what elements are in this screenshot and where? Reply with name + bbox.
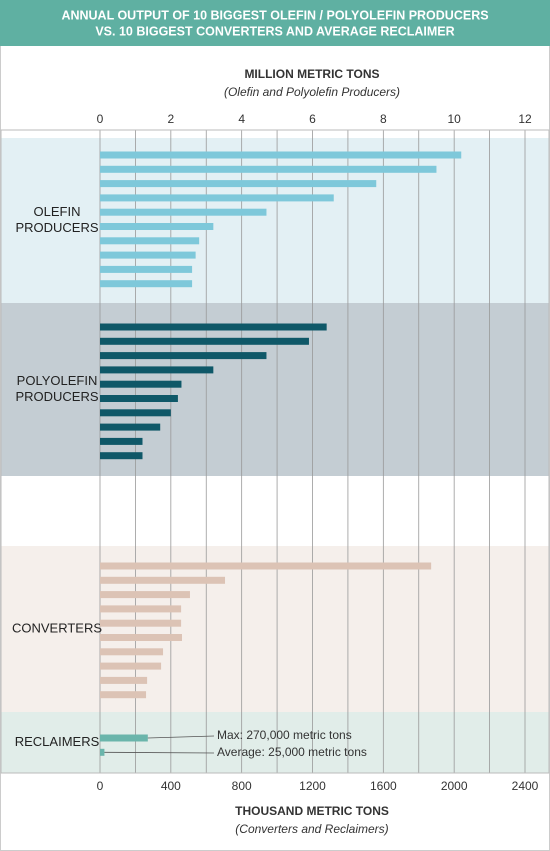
- x-tick-label: 6: [309, 112, 316, 126]
- x-tick-label: 12: [518, 112, 532, 126]
- bar: [100, 452, 143, 460]
- bar: [100, 409, 171, 417]
- bar: [100, 676, 148, 684]
- bar: [100, 648, 164, 656]
- bar: [100, 337, 309, 345]
- annotation-leader: [104, 751, 215, 754]
- bar: [100, 251, 196, 259]
- group-label: PRODUCERS: [15, 220, 98, 235]
- x-tick-label: 0: [97, 112, 104, 126]
- group-label: PRODUCERS: [15, 389, 98, 404]
- group-background: [1, 712, 549, 773]
- bar: [100, 562, 432, 570]
- bar: [100, 151, 462, 159]
- bar: [100, 591, 190, 599]
- bar: [100, 395, 178, 402]
- group-label: POLYOLEFIN: [17, 373, 98, 388]
- x2-axis-subtitle: (Converters and Reclaimers): [235, 822, 388, 836]
- bar: [100, 576, 226, 584]
- bar: [100, 748, 105, 756]
- x2-tick-label: 2400: [512, 779, 539, 793]
- group-label: RECLAIMERS: [15, 734, 100, 749]
- chart-title: ANNUAL OUTPUT OF 10 BIGGEST OLEFIN / POL…: [61, 8, 488, 22]
- x2-tick-label: 2000: [441, 779, 468, 793]
- bar: [100, 280, 193, 288]
- bar: [100, 423, 161, 431]
- bar: [100, 691, 147, 699]
- bar: [100, 180, 377, 188]
- bar: [100, 734, 148, 742]
- x2-tick-label: 1600: [370, 779, 397, 793]
- bar: [100, 619, 182, 627]
- value-label: Max: 270,000 metric tons: [217, 728, 352, 742]
- bar: [100, 194, 334, 202]
- bar: [100, 265, 193, 273]
- group-label: CONVERTERS: [12, 620, 102, 635]
- x-tick-label: 8: [380, 112, 387, 126]
- annotation-leader: [147, 735, 215, 739]
- group-label: OLEFIN: [34, 204, 81, 219]
- plot-frame: [0, 129, 550, 774]
- bar: [100, 165, 437, 173]
- bar: [100, 662, 162, 670]
- group-background: [1, 303, 549, 476]
- group-background: [1, 546, 549, 712]
- bar: [100, 634, 182, 641]
- bar: [100, 380, 182, 388]
- bar: [100, 352, 267, 360]
- x-tick-label: 2: [167, 112, 174, 126]
- value-label: Average: 25,000 metric tons: [217, 745, 367, 759]
- x2-tick-label: 0: [97, 779, 104, 793]
- x-tick-label: 4: [238, 112, 245, 126]
- bar: [100, 237, 200, 245]
- x2-tick-label: 400: [161, 779, 181, 793]
- x2-axis-title: THOUSAND METRIC TONS: [235, 804, 389, 818]
- bar: [100, 366, 214, 374]
- bar: [100, 223, 214, 230]
- bar: [100, 437, 143, 445]
- x-axis-title: MILLION METRIC TONS: [244, 67, 379, 81]
- x-axis-subtitle: (Olefin and Polyolefin Producers): [224, 85, 400, 99]
- x-tick-label: 10: [447, 112, 461, 126]
- bar: [100, 323, 327, 331]
- bar: [100, 208, 267, 216]
- x2-tick-label: 1200: [299, 779, 326, 793]
- chart-title: VS. 10 BIGGEST CONVERTERS AND AVERAGE RE…: [95, 24, 454, 38]
- bar: [100, 605, 182, 613]
- title-banner: [0, 0, 550, 46]
- x2-tick-label: 800: [232, 779, 252, 793]
- group-background: [1, 138, 549, 303]
